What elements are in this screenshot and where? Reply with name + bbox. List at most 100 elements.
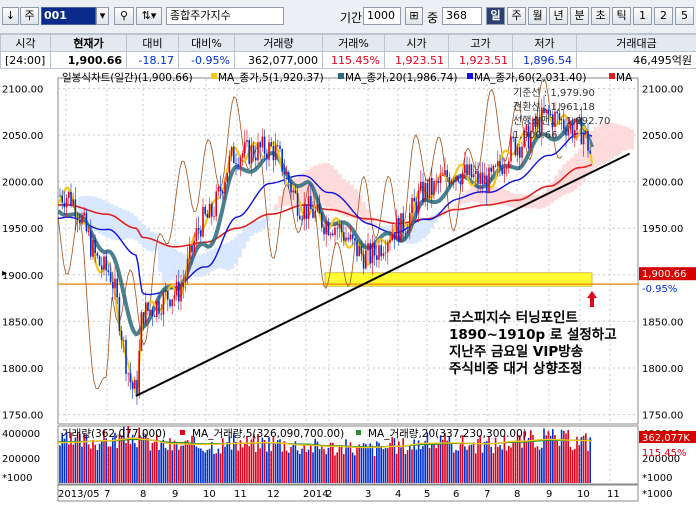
volume-bar — [224, 447, 226, 483]
candle-body — [471, 164, 473, 177]
candle-body — [163, 292, 165, 314]
market-select[interactable]: 주 — [20, 7, 39, 25]
quote-value-3: -0.95% — [179, 52, 235, 69]
volume-bar — [125, 443, 127, 483]
candle-body — [484, 176, 486, 184]
candle-body — [460, 181, 462, 184]
candle-body — [167, 291, 169, 300]
volume-bar — [163, 440, 165, 483]
candle-body — [200, 230, 202, 236]
cloud-segment — [166, 246, 170, 282]
candle-body — [341, 224, 343, 232]
volume-bar — [178, 450, 180, 483]
candle-body — [387, 242, 389, 252]
cloud-segment — [350, 185, 354, 218]
cloud-segment — [254, 221, 258, 233]
quote-header-1: 현재가 — [51, 35, 127, 52]
left-scroll-arrow-icon[interactable]: ▸ — [2, 268, 7, 279]
index-name-field: 종합주가지수 — [166, 7, 284, 25]
search-icon[interactable]: ⚲ — [114, 7, 134, 25]
volume-bar — [473, 442, 475, 483]
volume-bar — [506, 451, 508, 483]
period-button-1[interactable]: 주 — [507, 7, 526, 25]
volume-bar — [347, 447, 349, 483]
volume-bar — [501, 449, 503, 483]
menu-button[interactable]: ↓ — [2, 7, 19, 25]
stock-chart[interactable]: 1750.001750.001800.001800.001850.001850.… — [0, 69, 696, 505]
code-input[interactable]: 001 — [41, 7, 96, 25]
volume-legend-item: MA_거래량,5(326,090,700.00) — [192, 428, 344, 440]
candle-body — [244, 142, 246, 153]
volume-bar — [416, 450, 418, 483]
candle-body — [451, 180, 453, 184]
candle-body — [398, 218, 400, 242]
candle-body — [218, 187, 220, 191]
volume-bar — [409, 445, 411, 483]
volume-bar — [176, 442, 178, 483]
volume-bar — [471, 445, 473, 483]
x-tick-label: 2 — [326, 489, 332, 500]
candle-body — [444, 170, 446, 175]
code-dropdown-chevron-icon[interactable]: ▾ — [96, 7, 109, 25]
candle-body — [411, 198, 413, 213]
candle-body — [457, 177, 459, 182]
candle-body — [233, 147, 235, 163]
current-price-label: 1,900.66 — [642, 269, 687, 280]
volume-bar — [240, 440, 242, 483]
quote-header-2: 대비 — [127, 35, 179, 52]
candle-body — [68, 192, 70, 198]
period-button-4[interactable]: 분 — [570, 7, 589, 25]
volume-bar — [387, 448, 389, 483]
volume-bar — [572, 450, 574, 483]
volume-bar — [160, 442, 162, 483]
cloud-segment — [118, 208, 122, 240]
candle-body — [314, 211, 316, 218]
ma-legend-item: MA — [616, 72, 633, 84]
candle-body — [400, 213, 402, 241]
period-button-0[interactable]: 일 — [486, 7, 505, 25]
volume-bar — [407, 450, 409, 483]
candle-body — [323, 228, 325, 235]
period-input[interactable]: 1000 — [363, 7, 401, 25]
period-button-6[interactable]: 틱 — [612, 7, 631, 25]
volume-bar — [64, 439, 66, 483]
candle-body — [213, 216, 215, 217]
candle-body — [268, 142, 270, 159]
candle-body — [299, 216, 301, 219]
current-volume-label: 362,077K — [642, 433, 690, 444]
volume-bar — [154, 442, 156, 483]
candle-body — [279, 146, 281, 149]
volume-bar — [534, 447, 536, 483]
period-button-8[interactable]: 2 — [654, 7, 673, 25]
volume-bar — [396, 454, 398, 483]
cloud-segment — [246, 225, 250, 241]
period-button-7[interactable]: 1 — [633, 7, 652, 25]
zoom-input[interactable]: 368 — [442, 7, 482, 25]
cloud-segment — [142, 225, 146, 248]
candle-body — [187, 259, 189, 277]
cloud-segment — [274, 204, 278, 210]
candle-body — [189, 245, 191, 259]
period-button-9[interactable]: 5 — [675, 7, 694, 25]
volume-tick-label-left: 200000 — [2, 454, 40, 465]
sort-list-icon[interactable]: ⇅▾ — [136, 7, 162, 25]
period-button-5[interactable]: 초 — [591, 7, 610, 25]
settings-grid-icon[interactable]: ⊞ — [405, 7, 423, 25]
cloud-segment — [162, 245, 166, 284]
candle-body — [380, 245, 382, 256]
period-button-2[interactable]: 월 — [528, 7, 547, 25]
candle-body — [358, 246, 360, 256]
candle-body — [376, 255, 378, 260]
period-button-3[interactable]: 년 — [549, 7, 568, 25]
x-tick-label: 7 — [484, 489, 490, 500]
volume-bar — [61, 433, 63, 483]
volume-bar — [141, 437, 143, 483]
candle-body — [440, 175, 442, 182]
volume-bar — [532, 435, 534, 483]
candle-body — [72, 199, 74, 205]
volume-bar — [475, 453, 477, 483]
candle-body — [363, 254, 365, 269]
x-tick-label: 8 — [514, 489, 520, 500]
